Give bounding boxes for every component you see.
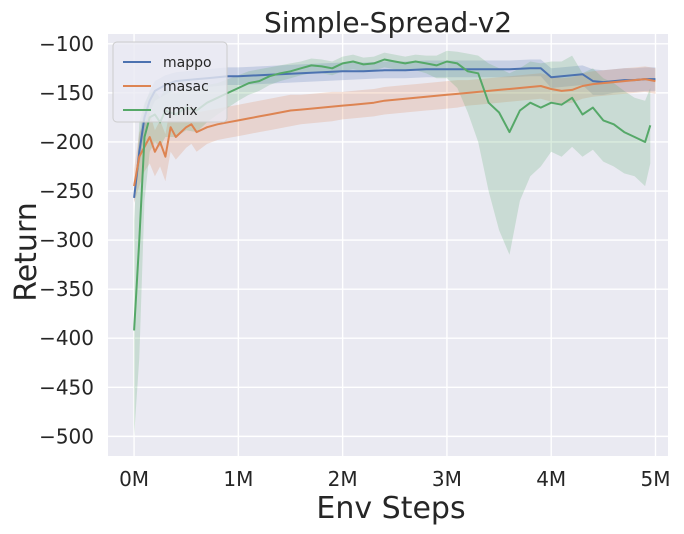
band-qmix [134, 50, 651, 437]
series-line-masac [133, 78, 656, 187]
y-tick-label: −450 [39, 375, 94, 399]
legend-label-mappo: mappo [163, 55, 212, 71]
y-tick-label: −200 [39, 130, 94, 154]
x-tick-label: 4M [536, 467, 566, 491]
y-tick-label: −350 [39, 277, 94, 301]
y-tick-label: −300 [39, 228, 94, 252]
legend-label-qmix: qmix [163, 103, 198, 119]
y-tick-label: −150 [39, 81, 94, 105]
legend: mappo masac qmix [112, 41, 228, 123]
y-axis-title: Return [9, 202, 44, 302]
x-tick-label: 5M [640, 467, 670, 491]
y-tick-label: −250 [39, 179, 94, 203]
band-masac [134, 66, 656, 203]
x-tick-labels: 0M 1M 2M 3M 4M 5M [119, 467, 670, 491]
x-tick-label: 1M [223, 467, 253, 491]
y-tick-label: −500 [39, 424, 94, 448]
x-tick-label: 3M [432, 467, 462, 491]
x-tick-label: 2M [328, 467, 358, 491]
y-tick-label: −400 [39, 326, 94, 350]
legend-label-masac: masac [163, 79, 209, 95]
x-axis-title: Env Steps [316, 491, 465, 526]
x-tick-label: 0M [119, 467, 149, 491]
y-tick-labels: −100 −150 −200 −250 −300 −350 −400 −450 −500 [39, 32, 94, 449]
chart-title: Simple-Spread-v2 [264, 6, 512, 39]
y-tick-label: −100 [39, 32, 94, 56]
